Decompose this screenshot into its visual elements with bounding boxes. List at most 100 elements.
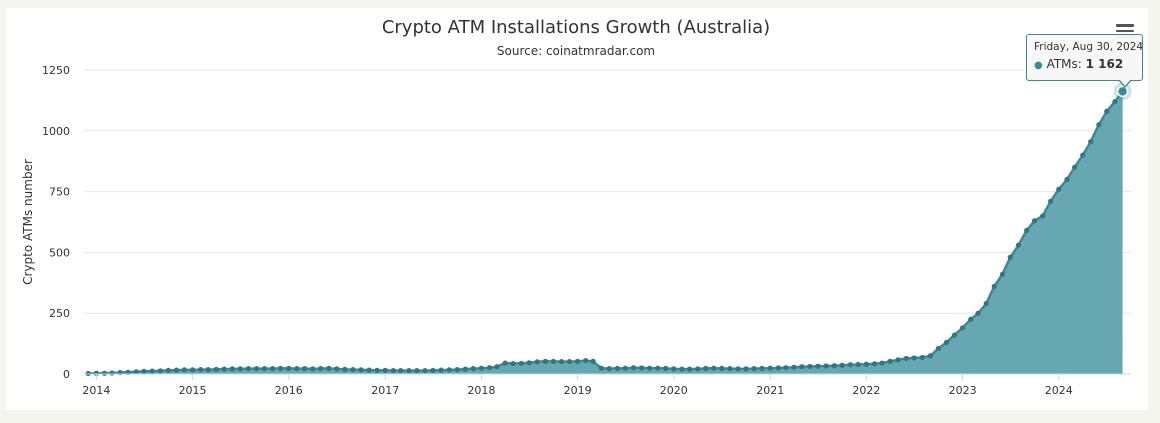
data-point[interactable] bbox=[542, 358, 549, 364]
data-point[interactable] bbox=[799, 364, 805, 370]
data-point[interactable] bbox=[695, 366, 701, 372]
data-point[interactable] bbox=[245, 366, 252, 372]
data-point[interactable] bbox=[1031, 218, 1038, 224]
data-point[interactable] bbox=[254, 366, 260, 372]
data-point[interactable] bbox=[983, 300, 989, 307]
data-point[interactable] bbox=[149, 368, 155, 374]
data-point[interactable] bbox=[494, 364, 500, 370]
data-point[interactable] bbox=[646, 365, 653, 371]
data-point[interactable] bbox=[831, 363, 837, 369]
data-point[interactable] bbox=[550, 358, 556, 364]
data-point[interactable] bbox=[791, 364, 797, 370]
data-point[interactable] bbox=[173, 367, 180, 373]
data-point[interactable] bbox=[630, 365, 637, 371]
data-point[interactable] bbox=[189, 367, 196, 373]
data-point[interactable] bbox=[510, 360, 516, 367]
data-point[interactable] bbox=[1104, 108, 1110, 114]
data-point[interactable] bbox=[181, 367, 188, 373]
data-point[interactable] bbox=[310, 366, 316, 372]
data-point[interactable] bbox=[871, 361, 878, 367]
data-point[interactable] bbox=[462, 366, 468, 372]
data-point[interactable] bbox=[301, 366, 308, 372]
data-point[interactable] bbox=[133, 369, 139, 375]
data-point[interactable] bbox=[502, 360, 508, 366]
data-point[interactable] bbox=[823, 363, 829, 369]
data-point[interactable] bbox=[286, 365, 292, 372]
data-point[interactable] bbox=[975, 310, 981, 316]
data-point[interactable] bbox=[366, 367, 372, 373]
data-point[interactable] bbox=[863, 361, 870, 367]
data-point[interactable] bbox=[574, 358, 581, 364]
data-point[interactable] bbox=[205, 367, 211, 373]
data-point[interactable] bbox=[294, 366, 300, 372]
data-point[interactable] bbox=[1056, 186, 1062, 192]
data-point[interactable] bbox=[735, 366, 741, 372]
data-point[interactable] bbox=[598, 365, 604, 371]
series-markers[interactable] bbox=[85, 82, 1132, 377]
data-point[interactable] bbox=[847, 362, 853, 368]
data-point[interactable] bbox=[1112, 99, 1118, 105]
data-point[interactable] bbox=[911, 355, 917, 361]
data-point[interactable] bbox=[1040, 213, 1046, 219]
data-point[interactable] bbox=[815, 363, 821, 369]
data-point[interactable] bbox=[486, 365, 493, 371]
data-point[interactable] bbox=[101, 370, 108, 376]
data-point[interactable] bbox=[213, 366, 219, 372]
data-point[interactable] bbox=[711, 365, 717, 371]
data-point[interactable] bbox=[534, 359, 540, 365]
data-point[interactable] bbox=[261, 366, 268, 372]
data-point[interactable] bbox=[422, 367, 428, 374]
data-point[interactable] bbox=[237, 366, 243, 372]
data-point[interactable] bbox=[270, 366, 276, 372]
data-point[interactable] bbox=[198, 367, 204, 373]
data-point[interactable] bbox=[719, 365, 725, 372]
data-point[interactable] bbox=[879, 360, 885, 366]
data-point[interactable] bbox=[558, 358, 565, 365]
data-point[interactable] bbox=[807, 363, 813, 370]
data-point[interactable] bbox=[326, 365, 332, 372]
data-point[interactable] bbox=[775, 365, 781, 371]
data-point[interactable] bbox=[783, 365, 789, 371]
data-point[interactable] bbox=[1072, 164, 1078, 170]
data-point[interactable] bbox=[277, 365, 284, 372]
data-point[interactable] bbox=[318, 366, 324, 372]
data-point[interactable] bbox=[157, 368, 164, 374]
data-point[interactable] bbox=[358, 367, 364, 373]
data-point[interactable] bbox=[887, 358, 893, 364]
data-point[interactable] bbox=[999, 271, 1005, 277]
data-point[interactable] bbox=[727, 366, 733, 372]
data-point[interactable] bbox=[919, 354, 925, 361]
data-point[interactable] bbox=[991, 283, 997, 290]
data-point[interactable] bbox=[767, 365, 773, 371]
data-point[interactable] bbox=[141, 368, 147, 374]
data-point[interactable] bbox=[606, 366, 612, 372]
data-point[interactable] bbox=[1064, 176, 1070, 183]
data-point[interactable] bbox=[759, 365, 765, 372]
data-point[interactable] bbox=[663, 365, 669, 372]
data-point[interactable] bbox=[1088, 139, 1094, 145]
data-point[interactable] bbox=[639, 365, 645, 371]
data-point[interactable] bbox=[478, 365, 485, 371]
data-point[interactable] bbox=[342, 366, 348, 372]
data-point[interactable] bbox=[1015, 242, 1022, 248]
data-point[interactable] bbox=[895, 357, 901, 363]
data-point[interactable] bbox=[1048, 198, 1054, 204]
data-point[interactable] bbox=[438, 367, 444, 373]
data-point[interactable] bbox=[93, 370, 99, 376]
data-point[interactable] bbox=[221, 366, 227, 372]
data-point[interactable] bbox=[960, 325, 966, 331]
data-point[interactable] bbox=[1096, 122, 1102, 128]
data-point[interactable] bbox=[968, 316, 974, 322]
data-point[interactable] bbox=[454, 367, 460, 373]
data-point[interactable] bbox=[414, 367, 420, 374]
data-point[interactable] bbox=[943, 339, 950, 345]
data-point[interactable] bbox=[1007, 254, 1013, 260]
data-point[interactable] bbox=[614, 365, 620, 372]
data-point[interactable] bbox=[686, 366, 693, 372]
data-point[interactable] bbox=[903, 355, 909, 362]
data-point[interactable] bbox=[406, 367, 412, 374]
data-point[interactable] bbox=[855, 361, 861, 368]
data-point[interactable] bbox=[622, 365, 628, 371]
data-point[interactable] bbox=[839, 362, 845, 368]
data-point[interactable] bbox=[927, 353, 934, 359]
